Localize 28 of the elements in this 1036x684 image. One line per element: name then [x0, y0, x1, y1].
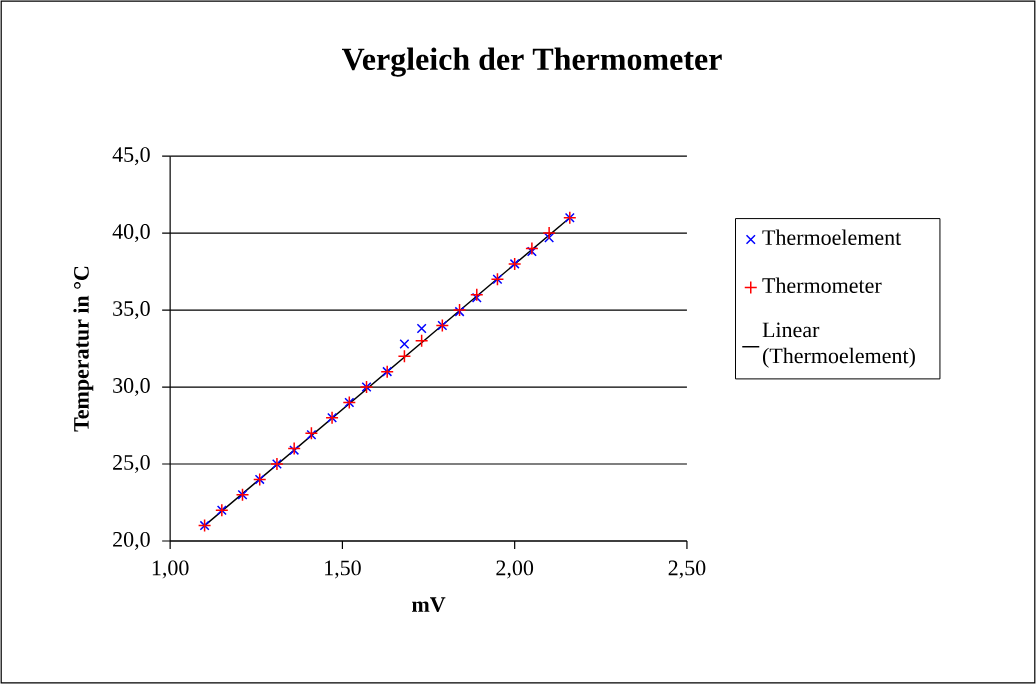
legend-label: Linear (Thermoelement) [762, 322, 915, 368]
point [416, 323, 427, 334]
point [289, 445, 300, 456]
point [287, 441, 301, 456]
point [471, 292, 482, 303]
chart-title: Vergleich der Thermometer [341, 47, 722, 77]
y-tick-label: 40,0 [112, 224, 150, 243]
point [544, 232, 555, 243]
x-tick-label: 1,00 [152, 560, 189, 579]
x-tick-label: 1,50 [325, 560, 361, 579]
y-tick-label: 35,0 [113, 301, 150, 320]
x-tick-label: 2,00 [496, 560, 534, 579]
point [397, 349, 412, 363]
y-tick-label: 20,0 [113, 531, 150, 550]
point [470, 287, 484, 302]
x-axis-title: mV [412, 597, 446, 613]
point [525, 241, 539, 256]
point [414, 334, 429, 348]
y-tick-label: 30,0 [113, 377, 150, 396]
legend-label: Thermoelement [762, 229, 902, 245]
y-tick-label: 25,0 [113, 454, 150, 473]
y-tick-label: 45,0 [112, 147, 150, 166]
legend-label: Thermometer [762, 277, 882, 293]
y-axis-title: Temperatur in °C [73, 266, 94, 432]
x-tick-label: 2,50 [668, 560, 706, 579]
point [526, 246, 537, 257]
point [542, 226, 556, 240]
point [399, 338, 410, 349]
